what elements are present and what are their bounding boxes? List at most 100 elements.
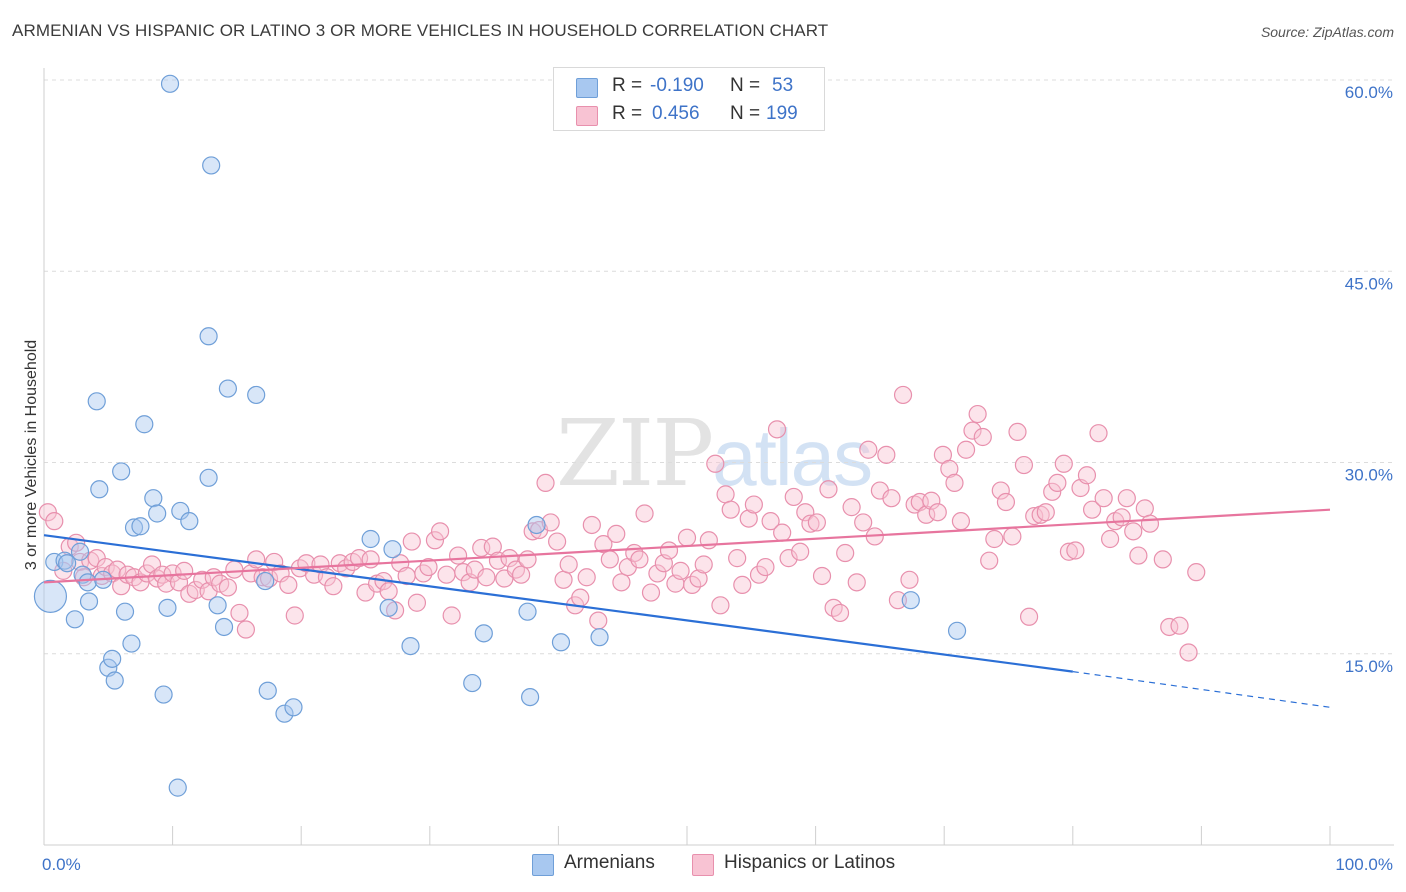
armenian-point bbox=[947, 621, 967, 640]
armenian-point bbox=[214, 617, 234, 637]
hispanic-point bbox=[801, 514, 820, 533]
hispanic-point bbox=[500, 549, 519, 568]
hispanic-point bbox=[973, 427, 992, 447]
hispanic-point bbox=[928, 503, 947, 522]
bottom-legend-label-hispanics: Hispanics or Latinos bbox=[724, 852, 896, 873]
hispanic-point bbox=[1019, 607, 1039, 626]
hispanic-point bbox=[536, 473, 555, 492]
hispanic-point bbox=[225, 560, 244, 579]
armenian-point bbox=[131, 517, 150, 536]
hispanic-point bbox=[635, 504, 654, 523]
hispanic-point bbox=[659, 541, 679, 560]
armenian-point bbox=[383, 540, 402, 559]
hispanic-point bbox=[1112, 508, 1131, 527]
legend-r-value: 0.456 bbox=[652, 103, 700, 124]
armenian-point bbox=[154, 685, 173, 704]
hispanic-point bbox=[582, 515, 601, 535]
hispanic-point bbox=[1089, 424, 1108, 443]
hispanic-point bbox=[419, 557, 438, 577]
hispanic-point bbox=[991, 481, 1010, 500]
hispanic-point bbox=[784, 487, 803, 507]
hispanic-point bbox=[677, 528, 697, 547]
hispanic-point bbox=[1124, 522, 1143, 541]
armenian-point bbox=[79, 592, 99, 611]
hispanic-point bbox=[1014, 455, 1034, 475]
bottom-legend-label-armenians: Armenians bbox=[564, 852, 655, 873]
armenian-point bbox=[361, 529, 380, 549]
hispanic-point bbox=[218, 578, 237, 597]
armenian-point bbox=[171, 501, 190, 521]
chart-title: ARMENIAN VS HISPANIC OR LATINO 3 OR MORE… bbox=[12, 21, 829, 40]
hispanic-point bbox=[956, 440, 976, 459]
hispanic-point bbox=[842, 498, 861, 517]
armenian-point bbox=[160, 74, 180, 93]
bottom-legend-swatch-armenians bbox=[532, 854, 554, 876]
axes bbox=[43, 68, 1394, 846]
armenian-point bbox=[521, 687, 540, 707]
armenian-point bbox=[33, 579, 68, 613]
armenian-point bbox=[65, 610, 84, 629]
armenian-point bbox=[901, 591, 920, 610]
armenian-point bbox=[474, 624, 493, 643]
armenian-point bbox=[78, 573, 97, 592]
armenian-point bbox=[218, 379, 237, 398]
hispanic-point bbox=[361, 550, 380, 569]
hispanic-point bbox=[1082, 500, 1102, 519]
hispanic-point bbox=[830, 603, 850, 623]
hispanic-point bbox=[641, 583, 661, 602]
armenian-point bbox=[256, 571, 275, 591]
hispanic-point bbox=[437, 565, 456, 584]
hispanic-point bbox=[671, 561, 690, 580]
hispanic-point bbox=[1117, 489, 1136, 508]
armenian-point bbox=[202, 156, 221, 175]
watermark-atlas: atlas bbox=[712, 413, 873, 502]
x-tick-label: 0.0% bbox=[42, 855, 81, 874]
armenian-point bbox=[103, 649, 122, 668]
hispanic-point bbox=[1179, 643, 1198, 662]
watermark: ZIPatlas bbox=[556, 400, 873, 507]
hispanic-point bbox=[791, 542, 810, 561]
hispanic-point bbox=[882, 489, 901, 508]
hispanic-point bbox=[819, 480, 838, 499]
armenian-point bbox=[208, 596, 227, 615]
hispanic-point bbox=[442, 606, 461, 625]
armenian-point bbox=[87, 392, 106, 411]
armenian-point bbox=[124, 518, 144, 537]
hispanic-point bbox=[859, 440, 878, 459]
hispanic-point bbox=[1048, 473, 1067, 492]
hispanic-point bbox=[38, 503, 57, 522]
armenians-trend-line bbox=[43, 534, 1073, 673]
hispanic-point bbox=[1008, 422, 1027, 441]
series-armenians-points bbox=[33, 74, 967, 797]
hispanic-point bbox=[247, 550, 266, 569]
hispanic-point bbox=[694, 555, 713, 574]
y-tick-label: 45.0% bbox=[1345, 274, 1393, 293]
hispanic-point bbox=[739, 509, 758, 528]
hispanic-point bbox=[711, 596, 730, 615]
hispanic-point bbox=[761, 512, 780, 531]
hispanic-point bbox=[407, 593, 427, 612]
hispanic-point bbox=[448, 546, 468, 565]
armenian-point bbox=[401, 636, 420, 656]
hispanic-point bbox=[554, 570, 573, 589]
hispanic-point bbox=[1036, 503, 1055, 522]
hispanic-point bbox=[996, 492, 1016, 512]
hispanic-point bbox=[807, 513, 826, 532]
armenian-point bbox=[168, 778, 187, 797]
hispanic-point bbox=[349, 549, 369, 568]
hispanic-point bbox=[236, 620, 256, 639]
armenian-point bbox=[199, 468, 218, 487]
legend-r-label: R = bbox=[612, 103, 643, 124]
armenian-point bbox=[258, 681, 277, 700]
hispanic-point bbox=[1135, 499, 1154, 518]
hispanic-point bbox=[607, 524, 626, 544]
hispanic-point bbox=[922, 491, 941, 510]
armenian-point bbox=[135, 415, 154, 434]
hispanic-point bbox=[241, 564, 261, 583]
hispanic-point bbox=[1025, 506, 1044, 526]
armenian-point bbox=[90, 480, 109, 499]
armenian-point bbox=[247, 385, 266, 405]
armenian-point bbox=[527, 515, 546, 535]
armenian-point bbox=[551, 633, 571, 652]
